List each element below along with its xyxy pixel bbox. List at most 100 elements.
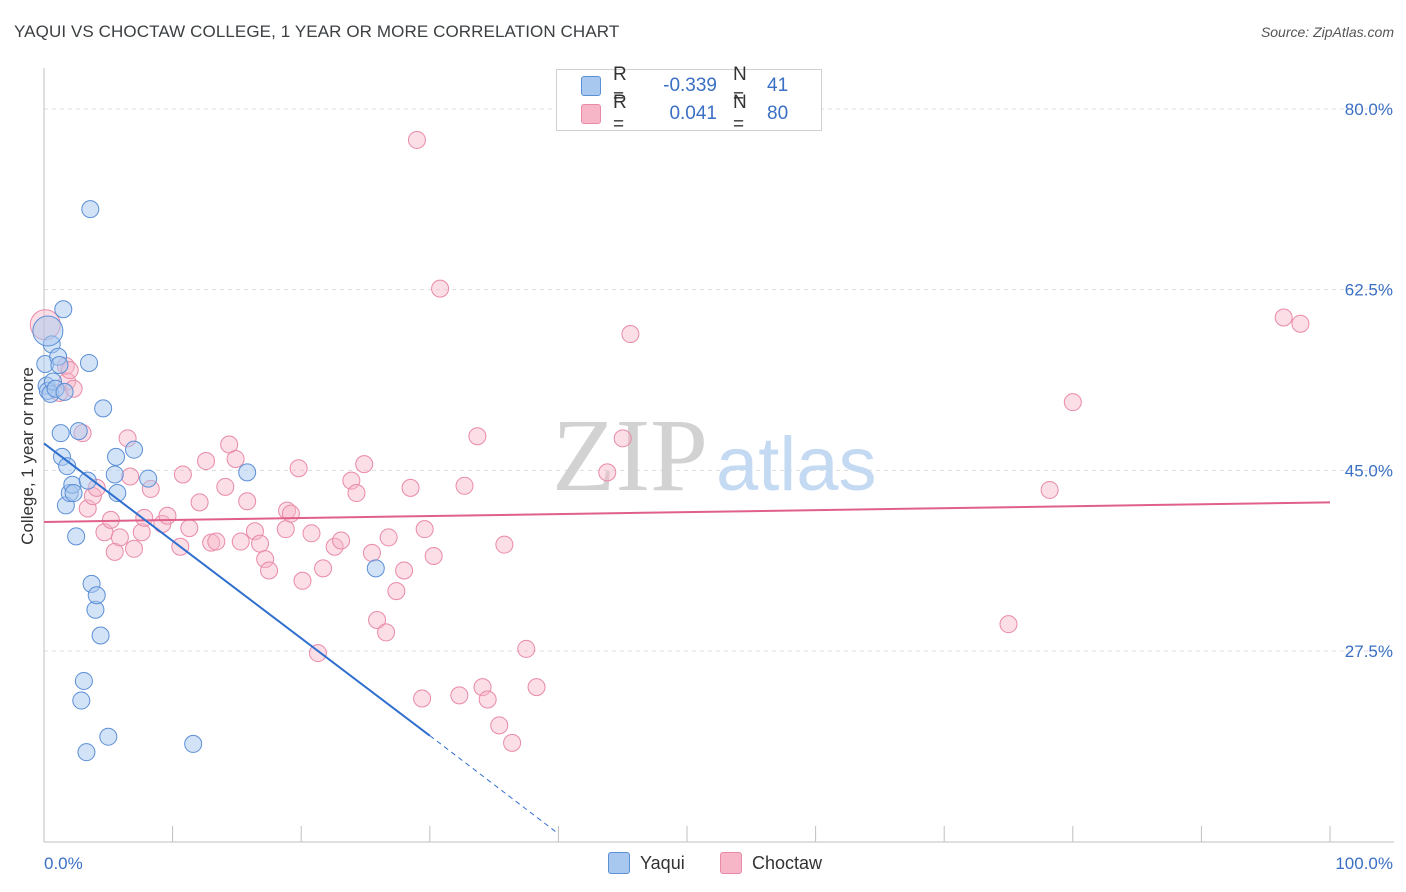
choctaw-point[interactable] [431, 279, 450, 298]
yaqui-point[interactable] [72, 691, 91, 710]
choctaw-point[interactable] [302, 524, 321, 543]
choctaw-point[interactable] [231, 532, 250, 551]
choctaw-point[interactable] [276, 520, 295, 539]
choctaw-point[interactable] [377, 623, 396, 642]
choctaw-point[interactable] [355, 455, 374, 474]
y-tick-label-1: 45.0% [1345, 461, 1393, 480]
yaqui-point[interactable] [139, 469, 158, 488]
choctaw-point[interactable] [1274, 308, 1293, 327]
choctaw-point[interactable] [598, 463, 617, 482]
choctaw-point[interactable] [999, 615, 1018, 634]
yaqui-point[interactable] [80, 353, 99, 372]
choctaw-point[interactable] [407, 130, 426, 149]
choctaw-point[interactable] [105, 542, 124, 561]
choctaw-point[interactable] [238, 492, 257, 511]
choctaw-point[interactable] [455, 476, 474, 495]
yaqui-point[interactable] [67, 527, 86, 546]
yaqui-point[interactable] [91, 626, 110, 645]
choctaw-point[interactable] [503, 733, 522, 752]
choctaw-point[interactable] [495, 535, 514, 554]
choctaw-point[interactable] [527, 678, 546, 697]
yaqui-r-value: -0.339 [663, 75, 717, 96]
choctaw-point[interactable] [190, 493, 209, 512]
choctaw-trend-line [43, 501, 1331, 523]
legend-item-yaqui[interactable]: Yaqui [608, 852, 685, 874]
choctaw-point[interactable] [621, 325, 640, 344]
choctaw-point[interactable] [110, 528, 129, 547]
choctaw-point[interactable] [180, 519, 199, 538]
yaqui-point[interactable] [107, 447, 126, 466]
choctaw-point[interactable] [202, 533, 221, 552]
choctaw-point[interactable] [293, 571, 312, 590]
series-legend: Yaqui Choctaw [0, 848, 1406, 880]
choctaw-point[interactable] [613, 429, 632, 448]
choctaw-point[interactable] [424, 547, 443, 566]
choctaw-point[interactable] [207, 532, 226, 551]
yaqui-point[interactable] [64, 484, 83, 503]
yaqui-point[interactable] [94, 399, 113, 418]
choctaw-point[interactable] [251, 534, 270, 553]
yaqui-n-label: N = [733, 64, 747, 107]
choctaw-point[interactable] [401, 478, 420, 497]
choctaw-point[interactable] [347, 484, 366, 503]
yaqui-point[interactable] [58, 457, 77, 476]
yaqui-point[interactable] [78, 471, 97, 490]
yaqui-point[interactable] [87, 586, 106, 605]
choctaw-point[interactable] [387, 582, 406, 601]
yaqui-point[interactable] [69, 422, 88, 441]
yaqui-point[interactable] [54, 300, 73, 319]
y-tick-label-0: 27.5% [1345, 642, 1393, 661]
stats-legend: R = -0.339 N = 41 R = 0.041 N = 80 [556, 64, 822, 135]
choctaw-point[interactable] [415, 520, 434, 539]
yaqui-point[interactable] [366, 559, 385, 578]
yaqui-point[interactable] [51, 424, 70, 443]
yaqui-point[interactable] [125, 440, 144, 459]
choctaw-point[interactable] [332, 531, 351, 550]
choctaw-point[interactable] [368, 611, 387, 630]
choctaw-point[interactable] [478, 690, 497, 709]
yaqui-point[interactable] [77, 743, 96, 762]
legend-item-choctaw[interactable]: Choctaw [720, 852, 822, 874]
watermark-atlas: atlas [716, 422, 877, 507]
choctaw-point[interactable] [173, 465, 192, 484]
source-label: Source: ZipAtlas.com [1260, 24, 1394, 40]
trend-lines [43, 442, 1331, 835]
choctaw-point[interactable] [314, 559, 333, 578]
choctaw-point[interactable] [490, 716, 509, 735]
choctaw-point[interactable] [121, 467, 140, 486]
choctaw-point[interactable] [197, 452, 216, 471]
choctaw-point[interactable] [132, 523, 151, 542]
choctaw-point[interactable] [362, 543, 381, 562]
x-tick-label-1: 100.0% [1335, 854, 1393, 873]
choctaw-point[interactable] [1291, 314, 1310, 333]
choctaw-point[interactable] [1040, 480, 1059, 499]
choctaw-point[interactable] [413, 689, 432, 708]
choctaw-n-value: 80 [767, 103, 789, 124]
legend-choctaw-swatch [720, 852, 742, 874]
choctaw-point[interactable] [216, 477, 235, 496]
yaqui-point[interactable] [184, 734, 203, 753]
yaqui-point[interactable] [81, 200, 100, 219]
yaqui-point[interactable] [238, 463, 257, 482]
choctaw-point[interactable] [260, 561, 279, 580]
choctaw-point[interactable] [289, 459, 308, 478]
choctaw-point[interactable] [1063, 393, 1082, 412]
choctaw-point[interactable] [281, 504, 300, 523]
yaqui-point[interactable] [74, 671, 93, 690]
axes [43, 68, 1394, 843]
choctaw-point[interactable] [379, 528, 398, 547]
yaqui-point[interactable] [32, 315, 64, 347]
yaqui-point[interactable] [50, 356, 69, 375]
choctaw-point[interactable] [226, 449, 245, 468]
choctaw-point[interactable] [468, 427, 487, 446]
yaqui-point[interactable] [55, 382, 74, 401]
choctaw-point[interactable] [450, 686, 469, 705]
choctaw-point[interactable] [395, 561, 414, 580]
yaqui-point[interactable] [99, 727, 118, 746]
choctaw-point[interactable] [125, 539, 144, 558]
yaqui-trend-extrapolated [429, 735, 559, 835]
choctaw-point[interactable] [517, 639, 536, 658]
yaqui-point[interactable] [105, 465, 124, 484]
choctaw-point[interactable] [256, 550, 275, 569]
choctaw-point[interactable] [158, 506, 177, 525]
